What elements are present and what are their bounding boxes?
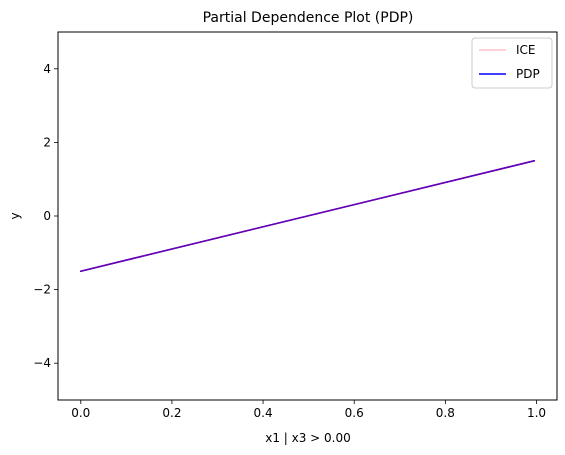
y-tick-label: 4 [43, 62, 51, 76]
x-axis-label: x1 | x3 > 0.00 [265, 431, 351, 445]
y-tick-label: 0 [43, 209, 51, 223]
chart-title: Partial Dependence Plot (PDP) [203, 10, 414, 26]
x-tick-label: 1.0 [527, 406, 546, 420]
y-axis: −4 −2 0 2 4 [33, 62, 58, 370]
y-tick-label: 2 [43, 135, 51, 149]
x-tick-label: 0.8 [436, 406, 455, 420]
legend: ICE PDP [471, 37, 553, 89]
y-tick-label: −2 [33, 283, 51, 297]
series-line-overlay [79, 159, 536, 273]
legend-box [471, 37, 553, 89]
legend-label-pdp: PDP [516, 67, 540, 81]
legend-label-ice: ICE [516, 43, 536, 57]
series-layer [79, 159, 536, 273]
x-axis: 0.0 0.2 0.4 0.6 0.8 1.0 [71, 400, 546, 420]
y-tick-label: −4 [33, 356, 51, 370]
x-tick-label: 0.6 [345, 406, 364, 420]
x-tick-label: 0.0 [71, 406, 90, 420]
y-axis-label: y [8, 212, 22, 219]
x-tick-label: 0.2 [162, 406, 181, 420]
x-tick-label: 0.4 [254, 406, 273, 420]
